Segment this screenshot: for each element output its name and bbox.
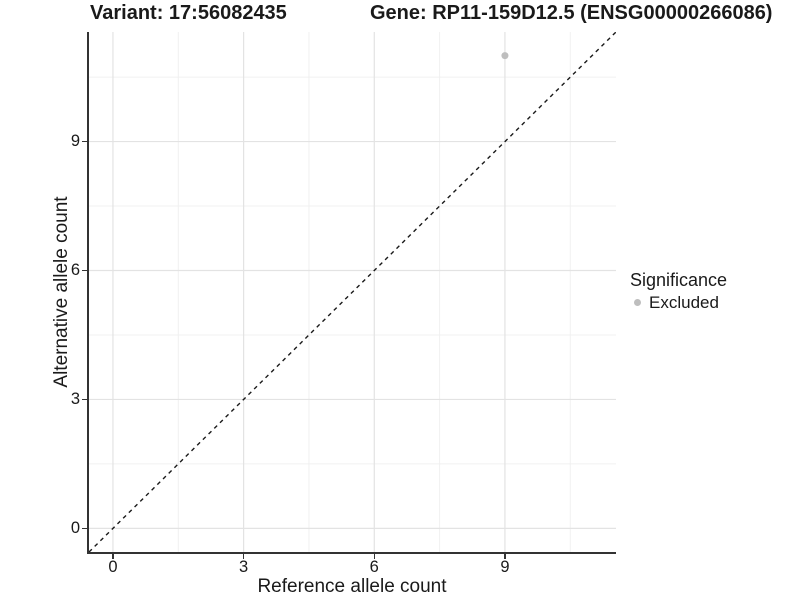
y-tick-label: 3 — [70, 389, 80, 408]
x-tick-mark — [112, 554, 114, 559]
x-tick-mark — [504, 554, 506, 559]
x-tick-label: 3 — [239, 558, 249, 576]
excluded-point-icon — [634, 299, 641, 306]
x-tick-label: 0 — [108, 558, 118, 576]
x-tick-mark — [242, 554, 245, 559]
legend-title: Significance — [630, 270, 728, 290]
plot-panel — [87, 32, 616, 554]
identity-reference-line — [89, 32, 616, 552]
y-tick-mark — [82, 527, 87, 530]
data-point — [501, 52, 509, 60]
y-tick-mark — [82, 398, 87, 401]
y-tick-label: 0 — [70, 518, 80, 537]
x-tick-mark — [373, 554, 376, 559]
legend-item-excluded: Excluded — [634, 292, 727, 313]
x-axis-title: Reference allele count — [257, 576, 447, 597]
y-tick-label: 6 — [70, 261, 80, 279]
y-tick-mark — [82, 269, 87, 272]
y-tick-label: 9 — [70, 132, 80, 151]
plot-canvas — [89, 32, 616, 552]
legend-item-label: Excluded — [649, 293, 719, 312]
variant-title: Variant: 17:56082435 — [90, 2, 287, 24]
x-axis-ticks: 0 3 6 9 — [89, 554, 616, 582]
x-tick-label: 9 — [500, 558, 510, 576]
gene-title: Gene: RP11-159D12.5 (ENSG00000266086) — [370, 2, 773, 24]
legend: Significance Excluded — [630, 269, 727, 313]
y-axis-ticks: 0 3 6 9 — [0, 32, 87, 552]
x-tick-label: 6 — [369, 558, 379, 576]
y-tick-mark — [82, 140, 87, 143]
